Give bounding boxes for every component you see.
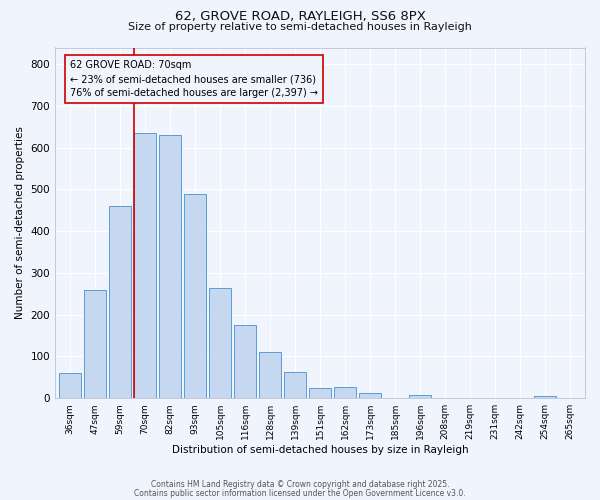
Bar bbox=[359, 393, 381, 398]
Bar bbox=[209, 288, 231, 398]
Bar bbox=[84, 290, 106, 398]
Bar bbox=[534, 396, 556, 398]
Bar bbox=[259, 352, 281, 398]
Bar bbox=[159, 135, 181, 398]
Bar bbox=[309, 388, 331, 398]
Bar bbox=[284, 372, 306, 398]
Bar bbox=[334, 386, 356, 398]
Bar bbox=[134, 133, 156, 398]
Bar bbox=[59, 373, 81, 398]
Text: Contains public sector information licensed under the Open Government Licence v3: Contains public sector information licen… bbox=[134, 488, 466, 498]
Bar bbox=[109, 206, 131, 398]
Text: Contains HM Land Registry data © Crown copyright and database right 2025.: Contains HM Land Registry data © Crown c… bbox=[151, 480, 449, 489]
Bar bbox=[184, 194, 206, 398]
Text: 62 GROVE ROAD: 70sqm
← 23% of semi-detached houses are smaller (736)
76% of semi: 62 GROVE ROAD: 70sqm ← 23% of semi-detac… bbox=[70, 60, 318, 98]
Text: Size of property relative to semi-detached houses in Rayleigh: Size of property relative to semi-detach… bbox=[128, 22, 472, 32]
Y-axis label: Number of semi-detached properties: Number of semi-detached properties bbox=[15, 126, 25, 320]
X-axis label: Distribution of semi-detached houses by size in Rayleigh: Distribution of semi-detached houses by … bbox=[172, 445, 469, 455]
Text: 62, GROVE ROAD, RAYLEIGH, SS6 8PX: 62, GROVE ROAD, RAYLEIGH, SS6 8PX bbox=[175, 10, 425, 23]
Bar bbox=[409, 395, 431, 398]
Bar bbox=[234, 325, 256, 398]
